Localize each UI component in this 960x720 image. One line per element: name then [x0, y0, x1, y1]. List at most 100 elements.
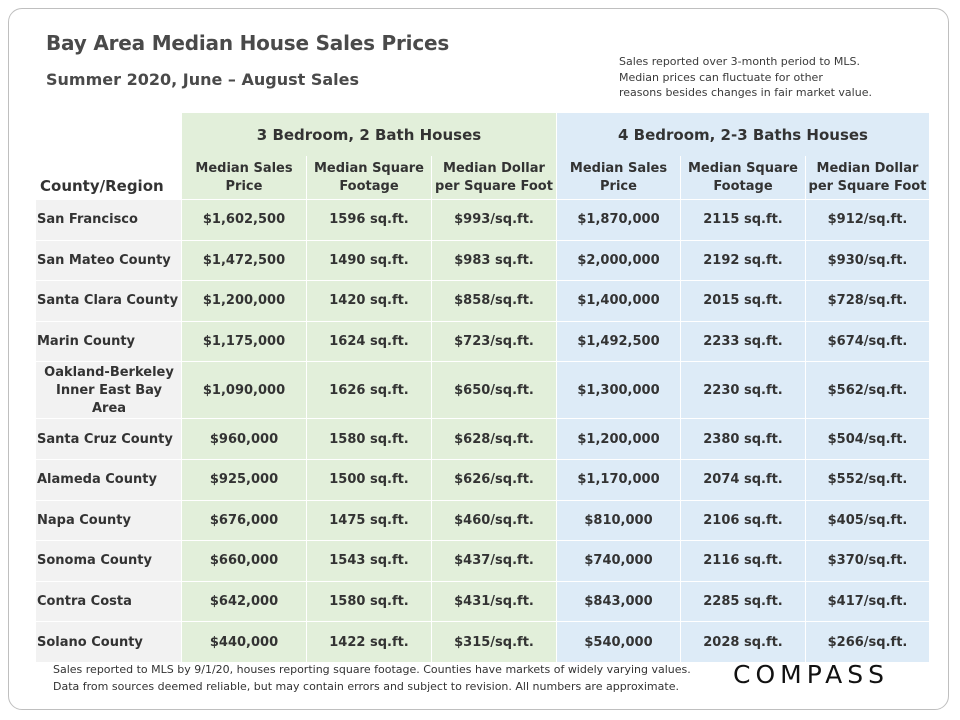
- table-cell: $930/sq.ft.: [805, 239, 929, 281]
- county-cell: Oakland-Berkeley Inner East Bay Area: [36, 361, 181, 419]
- table-row: Napa County $676,000 1475 sq.ft. $460/sq…: [36, 499, 929, 541]
- table-row: San Mateo County $1,472,500 1490 sq.ft. …: [36, 239, 929, 281]
- table-cell: $315/sq.ft.: [431, 621, 556, 662]
- footer-line: Data from sources deemed reliable, but m…: [53, 680, 679, 693]
- table-cell: $540,000: [556, 621, 680, 662]
- county-cell: San Mateo County: [36, 239, 181, 281]
- table-cell: 2106 sq.ft.: [680, 499, 805, 541]
- page-subtitle: Summer 2020, June – August Sales: [46, 70, 360, 89]
- table-cell: $460/sq.ft.: [431, 499, 556, 541]
- table-cell: $1,175,000: [181, 320, 306, 362]
- table-cell: 2192 sq.ft.: [680, 239, 805, 281]
- group-spacer: [36, 113, 181, 156]
- table-cell: $417/sq.ft.: [805, 580, 929, 622]
- footer-line: Sales reported to MLS by 9/1/20, houses …: [53, 663, 691, 676]
- table-cell: 2230 sq.ft.: [680, 361, 805, 419]
- note-line: reasons besides changes in fair market v…: [619, 86, 872, 99]
- table-cell: 2380 sq.ft.: [680, 418, 805, 459]
- table-cell: $437/sq.ft.: [431, 540, 556, 581]
- column-header-median-price: Median Sales Price: [181, 156, 306, 199]
- table-cell: 1490 sq.ft.: [306, 239, 431, 281]
- county-cell: Alameda County: [36, 458, 181, 500]
- county-cell: San Francisco: [36, 199, 181, 240]
- county-cell: Marin County: [36, 320, 181, 362]
- note-line: Median prices can fluctuate for other: [619, 70, 823, 84]
- table-cell: $440,000: [181, 621, 306, 662]
- table-cell: $858/sq.ft.: [431, 280, 556, 321]
- table-cell: 2116 sq.ft.: [680, 540, 805, 581]
- table-cell: $1,090,000: [181, 361, 306, 419]
- footer-disclaimer: Sales reported to MLS by 9/1/20, houses …: [53, 661, 691, 695]
- table-cell: 2015 sq.ft.: [680, 280, 805, 321]
- county-cell: Santa Cruz County: [36, 418, 181, 459]
- compass-logo: COMPASS: [733, 660, 890, 689]
- table-cell: $723/sq.ft.: [431, 320, 556, 362]
- sales-notes: Sales reported over 3-month period to ML…: [619, 54, 919, 101]
- table-cell: $504/sq.ft.: [805, 418, 929, 459]
- table-cell: $1,300,000: [556, 361, 680, 419]
- table-cell: $843,000: [556, 580, 680, 622]
- table-cell: $562/sq.ft.: [805, 361, 929, 419]
- table-cell: $552/sq.ft.: [805, 458, 929, 500]
- table-row: Solano County $440,000 1422 sq.ft. $315/…: [36, 621, 929, 662]
- group-header-4-bedroom: 4 Bedroom, 2-3 Baths Houses: [556, 113, 929, 156]
- column-header-median-sqft: Median Square Footage: [306, 156, 431, 199]
- note-line: Sales reported over 3-month period to ML…: [619, 55, 860, 68]
- table-cell: $740,000: [556, 540, 680, 581]
- table-cell: $993/sq.ft.: [431, 199, 556, 240]
- table-cell: 1626 sq.ft.: [306, 361, 431, 419]
- column-header-median-price: Median Sales Price: [556, 156, 680, 199]
- table-cell: $405/sq.ft.: [805, 499, 929, 541]
- table-cell: $650/sq.ft.: [431, 361, 556, 419]
- table-cell: $266/sq.ft.: [805, 621, 929, 662]
- table-cell: 1422 sq.ft.: [306, 621, 431, 662]
- table-cell: $925,000: [181, 458, 306, 500]
- group-header-3-bedroom: 3 Bedroom, 2 Bath Houses: [181, 113, 556, 156]
- table-cell: $1,200,000: [181, 280, 306, 321]
- table-cell: $431/sq.ft.: [431, 580, 556, 622]
- column-header-county: County/Region: [36, 156, 181, 199]
- table-row: Santa Cruz County $960,000 1580 sq.ft. $…: [36, 418, 929, 459]
- table-cell: $1,602,500: [181, 199, 306, 240]
- table-cell: $370/sq.ft.: [805, 540, 929, 581]
- table-cell: $983 sq.ft.: [431, 239, 556, 281]
- table-cell: 2233 sq.ft.: [680, 320, 805, 362]
- table-cell: $628/sq.ft.: [431, 418, 556, 459]
- table-cell: $810,000: [556, 499, 680, 541]
- table-cell: $676,000: [181, 499, 306, 541]
- table-cell: $1,870,000: [556, 199, 680, 240]
- table-cell: $1,400,000: [556, 280, 680, 321]
- column-header-median-dollar: Median Dollar per Square Foot: [805, 156, 929, 199]
- county-cell: Contra Costa: [36, 580, 181, 622]
- table-cell: 2115 sq.ft.: [680, 199, 805, 240]
- table-row: Santa Clara County $1,200,000 1420 sq.ft…: [36, 280, 929, 321]
- table-cell: $660,000: [181, 540, 306, 581]
- table-cell: $626/sq.ft.: [431, 458, 556, 500]
- table-cell: $1,472,500: [181, 239, 306, 281]
- table-cell: $1,200,000: [556, 418, 680, 459]
- table-cell: 1500 sq.ft.: [306, 458, 431, 500]
- table-cell: 1475 sq.ft.: [306, 499, 431, 541]
- table-cell: 1580 sq.ft.: [306, 580, 431, 622]
- table-cell: 1596 sq.ft.: [306, 199, 431, 240]
- table-cell: $1,492,500: [556, 320, 680, 362]
- table-row: Oakland-Berkeley Inner East Bay Area $1,0…: [36, 361, 929, 419]
- table-cell: $642,000: [181, 580, 306, 622]
- county-cell: Napa County: [36, 499, 181, 541]
- column-header-median-dollar: Median Dollar per Square Foot: [431, 156, 556, 199]
- table-row: Marin County $1,175,000 1624 sq.ft. $723…: [36, 320, 929, 362]
- table-cell: $1,170,000: [556, 458, 680, 500]
- table-cell: $2,000,000: [556, 239, 680, 281]
- table-cell: 1543 sq.ft.: [306, 540, 431, 581]
- sales-table: 3 Bedroom, 2 Bath Houses 4 Bedroom, 2-3 …: [36, 113, 929, 662]
- table-row: San Francisco $1,602,500 1596 sq.ft. $99…: [36, 199, 929, 240]
- table-cell: $912/sq.ft.: [805, 199, 929, 240]
- table-cell: 2074 sq.ft.: [680, 458, 805, 500]
- table-cell: $960,000: [181, 418, 306, 459]
- county-cell: Solano County: [36, 621, 181, 662]
- table-row: Alameda County $925,000 1500 sq.ft. $626…: [36, 458, 929, 500]
- table-cell: 2285 sq.ft.: [680, 580, 805, 622]
- table-row: Contra Costa $642,000 1580 sq.ft. $431/s…: [36, 580, 929, 622]
- table-cell: $674/sq.ft.: [805, 320, 929, 362]
- table-cell: 1580 sq.ft.: [306, 418, 431, 459]
